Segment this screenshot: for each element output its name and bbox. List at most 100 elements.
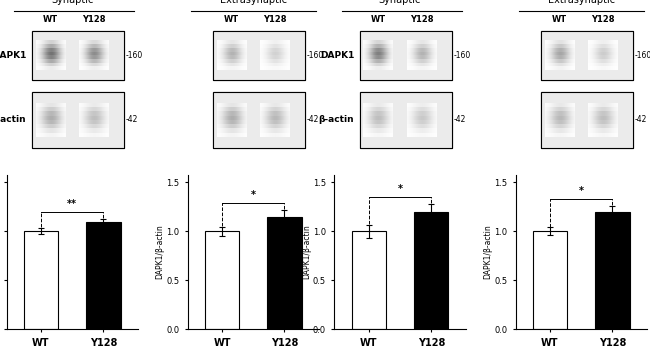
Bar xyxy=(382,55,384,59)
Bar xyxy=(597,116,598,120)
Bar xyxy=(106,124,107,129)
Bar xyxy=(384,59,385,63)
Bar xyxy=(47,67,49,70)
Bar xyxy=(240,133,242,137)
Bar xyxy=(562,44,563,48)
Bar xyxy=(277,48,278,51)
Bar xyxy=(231,51,233,55)
Bar xyxy=(603,133,604,137)
Bar xyxy=(590,55,591,59)
Bar xyxy=(415,51,417,55)
Bar xyxy=(275,51,276,55)
Bar xyxy=(96,51,97,55)
Bar xyxy=(421,116,422,120)
Bar xyxy=(218,116,220,120)
Bar xyxy=(391,116,393,120)
Bar xyxy=(270,40,271,44)
Bar xyxy=(378,63,380,67)
Bar xyxy=(222,107,223,112)
Bar xyxy=(272,120,273,124)
Bar xyxy=(218,67,220,70)
Bar xyxy=(614,67,615,70)
Bar xyxy=(80,55,81,59)
Bar xyxy=(545,59,547,63)
Bar xyxy=(84,107,86,112)
Bar xyxy=(224,67,225,70)
Bar xyxy=(613,112,614,116)
Bar xyxy=(372,63,374,67)
Bar xyxy=(409,116,410,120)
Bar xyxy=(240,112,242,116)
Bar xyxy=(432,55,433,59)
Bar xyxy=(283,129,284,133)
Bar xyxy=(276,59,277,63)
Bar xyxy=(551,112,552,116)
Bar xyxy=(592,51,593,55)
Bar xyxy=(426,59,428,63)
Bar xyxy=(372,120,374,124)
Bar xyxy=(566,103,567,107)
Bar xyxy=(237,67,238,70)
Bar xyxy=(600,51,601,55)
Bar xyxy=(372,67,374,70)
Bar xyxy=(82,44,83,48)
Bar xyxy=(563,124,564,129)
Bar xyxy=(49,107,51,112)
Bar xyxy=(42,129,44,133)
Bar xyxy=(424,116,426,120)
Bar xyxy=(92,51,93,55)
Bar xyxy=(567,120,569,124)
Bar xyxy=(422,112,424,116)
Bar xyxy=(436,59,437,63)
Bar xyxy=(274,51,275,55)
Bar xyxy=(410,129,411,133)
Bar xyxy=(270,133,271,137)
Bar xyxy=(436,133,437,137)
Bar xyxy=(237,51,238,55)
Bar xyxy=(239,59,240,63)
Bar xyxy=(284,67,285,70)
Bar xyxy=(612,124,613,129)
Bar xyxy=(614,112,615,116)
Bar xyxy=(606,112,608,116)
Bar xyxy=(264,116,265,120)
Bar xyxy=(565,40,566,44)
Bar xyxy=(391,59,393,63)
Bar xyxy=(385,112,387,116)
Bar xyxy=(560,107,562,112)
Bar xyxy=(263,103,264,107)
Bar xyxy=(598,112,599,116)
Bar xyxy=(288,116,289,120)
Bar xyxy=(408,107,409,112)
Bar xyxy=(97,129,98,133)
Bar xyxy=(287,103,288,107)
Bar xyxy=(567,44,569,48)
Bar xyxy=(58,116,60,120)
Bar xyxy=(240,103,242,107)
Bar xyxy=(602,107,603,112)
Bar xyxy=(415,44,417,48)
Bar xyxy=(590,51,591,55)
Bar xyxy=(573,63,575,67)
Bar xyxy=(98,124,99,129)
Bar xyxy=(47,116,49,120)
Bar xyxy=(387,120,389,124)
Bar xyxy=(242,133,244,137)
Bar xyxy=(611,67,612,70)
Bar xyxy=(376,103,378,107)
Bar xyxy=(419,59,420,63)
Bar xyxy=(588,107,589,112)
Bar xyxy=(608,133,610,137)
Bar xyxy=(551,63,552,67)
Bar xyxy=(281,112,283,116)
Bar xyxy=(64,59,66,63)
Bar xyxy=(278,59,279,63)
Bar xyxy=(614,124,615,129)
Bar xyxy=(380,103,382,107)
Bar xyxy=(602,55,603,59)
Bar xyxy=(384,63,385,67)
Bar xyxy=(285,40,286,44)
Bar xyxy=(222,120,223,124)
Bar xyxy=(545,103,547,107)
Bar xyxy=(588,51,589,55)
